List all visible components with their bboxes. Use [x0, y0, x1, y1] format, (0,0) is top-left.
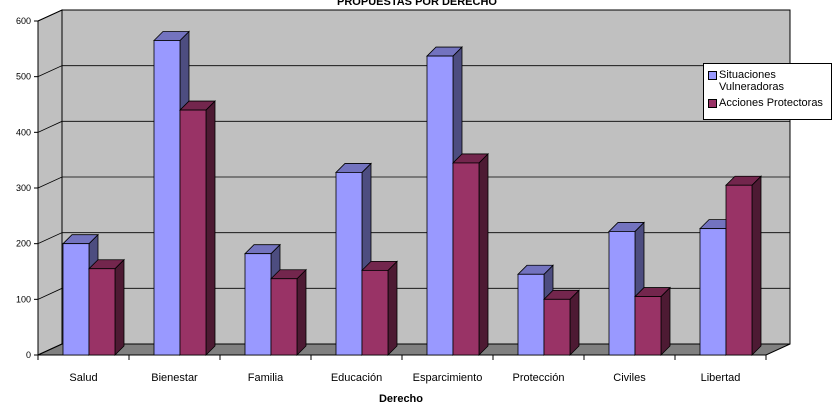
- bar-series-1: [517, 273, 545, 356]
- bar-series-1: [153, 40, 181, 356]
- plot-floor: [37, 343, 791, 356]
- bar-series-1: [426, 55, 454, 356]
- bar-side-2: [660, 286, 671, 356]
- gridline: [37, 65, 790, 78]
- gridline: [37, 9, 790, 22]
- legend: Situaciones Vulneradoras Acciones Protec…: [703, 63, 832, 120]
- bar-series-2: [179, 109, 207, 356]
- bar-side-2: [387, 260, 398, 356]
- bar-series-2: [88, 268, 116, 356]
- y-tick-label: 400: [16, 127, 31, 137]
- bar-series-1: [62, 243, 90, 356]
- y-tick-label: 300: [16, 183, 31, 193]
- legend-label-series-2: Acciones Protectoras: [719, 97, 823, 109]
- y-tick-label: 600: [16, 16, 31, 26]
- bar-series-2: [270, 278, 298, 356]
- bar-series-1: [335, 172, 363, 356]
- y-tick-label: 0: [26, 350, 31, 360]
- x-tick-label: Protección: [513, 372, 565, 384]
- bar-series-2: [361, 269, 389, 356]
- y-tick-label: 500: [16, 72, 31, 82]
- bar-side-2: [114, 258, 125, 356]
- x-tick-label: Libertad: [701, 372, 741, 384]
- bar-side-2: [205, 100, 216, 356]
- bar-side-2: [751, 175, 762, 356]
- bar-series-1: [699, 228, 727, 356]
- bar-series-1: [608, 231, 636, 356]
- legend-label-series-1: Situaciones Vulneradoras: [719, 69, 785, 93]
- bar-series-2: [634, 296, 662, 356]
- x-tick-label: Familia: [248, 372, 284, 384]
- legend-swatch-series-1: [708, 71, 717, 80]
- bar-series-2: [725, 184, 753, 356]
- legend-swatch-series-2: [708, 99, 717, 108]
- y-tick-label: 200: [16, 239, 31, 249]
- x-tick-label: Civiles: [613, 372, 646, 384]
- y-tick-label: 100: [16, 294, 31, 304]
- gridline: [37, 120, 790, 133]
- bar-side-2: [478, 152, 489, 356]
- bar-side-2: [296, 268, 307, 356]
- x-tick-label: Esparcimiento: [413, 372, 483, 384]
- x-axis-title: Derecho: [379, 393, 423, 405]
- bar-series-2: [543, 298, 571, 356]
- bar-side-2: [569, 289, 580, 356]
- x-tick-label: Educación: [331, 372, 382, 384]
- bar-series-2: [452, 162, 480, 356]
- x-tick-label: Salud: [69, 372, 97, 384]
- gridline: [37, 176, 790, 189]
- x-tick-label: Bienestar: [151, 372, 198, 384]
- chart-title: PROPUESTAS POR DERECHO: [337, 0, 497, 8]
- bar-series-1: [244, 253, 272, 356]
- gridline: [37, 232, 790, 245]
